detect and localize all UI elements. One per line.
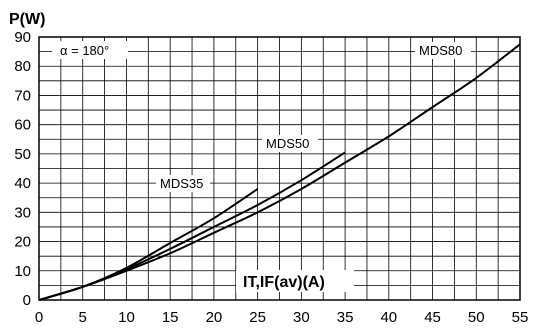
plot-frame [38,36,521,301]
series-label-background [415,42,471,59]
y-tick-label: 10 [14,263,31,280]
series-label-mds80: MDS80 [419,43,462,58]
series-label-background [156,175,210,192]
y-tick-label: 90 [14,29,31,46]
series-label-background [262,135,318,152]
y-axis-label: P(W) [9,11,45,28]
x-tick-label: 25 [249,309,266,326]
x-tick-label: 45 [424,309,441,326]
x-tick-label: 0 [35,309,43,326]
y-tick-label: 50 [14,146,31,163]
x-tick-label: 40 [380,309,397,326]
y-tick-label: 60 [14,117,31,134]
series-lines [38,43,521,301]
annotation-background [52,41,128,59]
x-tick-label: 10 [118,309,135,326]
x-axis-label: IT,IF(av)(A) [243,274,325,291]
grid-lines [39,37,520,300]
x-tick-label: 35 [337,309,354,326]
x-tick-label: 30 [293,309,310,326]
annotation-alpha: α = 180° [60,43,109,58]
y-tick-label: 0 [23,292,31,309]
x-tick-label: 15 [162,309,179,326]
series-label-mds35: MDS35 [160,176,203,191]
x-tick-label: 5 [79,309,87,326]
y-tick-label: 80 [14,58,31,75]
x-tick-label: 55 [512,309,529,326]
x-axis-label-background [236,270,354,292]
y-tick-label: 20 [14,234,31,251]
tick-labels: 0 5 10 15 20 25 30 35 40 45 50 55 0 10 20 30 40 50 60 70 80 9… [14,29,528,326]
series-labels: MDS35 MDS50 MDS80 [156,42,471,192]
x-tick-label: 20 [206,309,223,326]
y-tick-label: 30 [14,204,31,221]
x-tick-label: 50 [468,309,485,326]
series-label-mds50: MDS50 [266,136,309,151]
y-tick-label: 70 [14,87,31,104]
series-line-mds80 [38,43,521,301]
y-tick-label: 40 [14,175,31,192]
